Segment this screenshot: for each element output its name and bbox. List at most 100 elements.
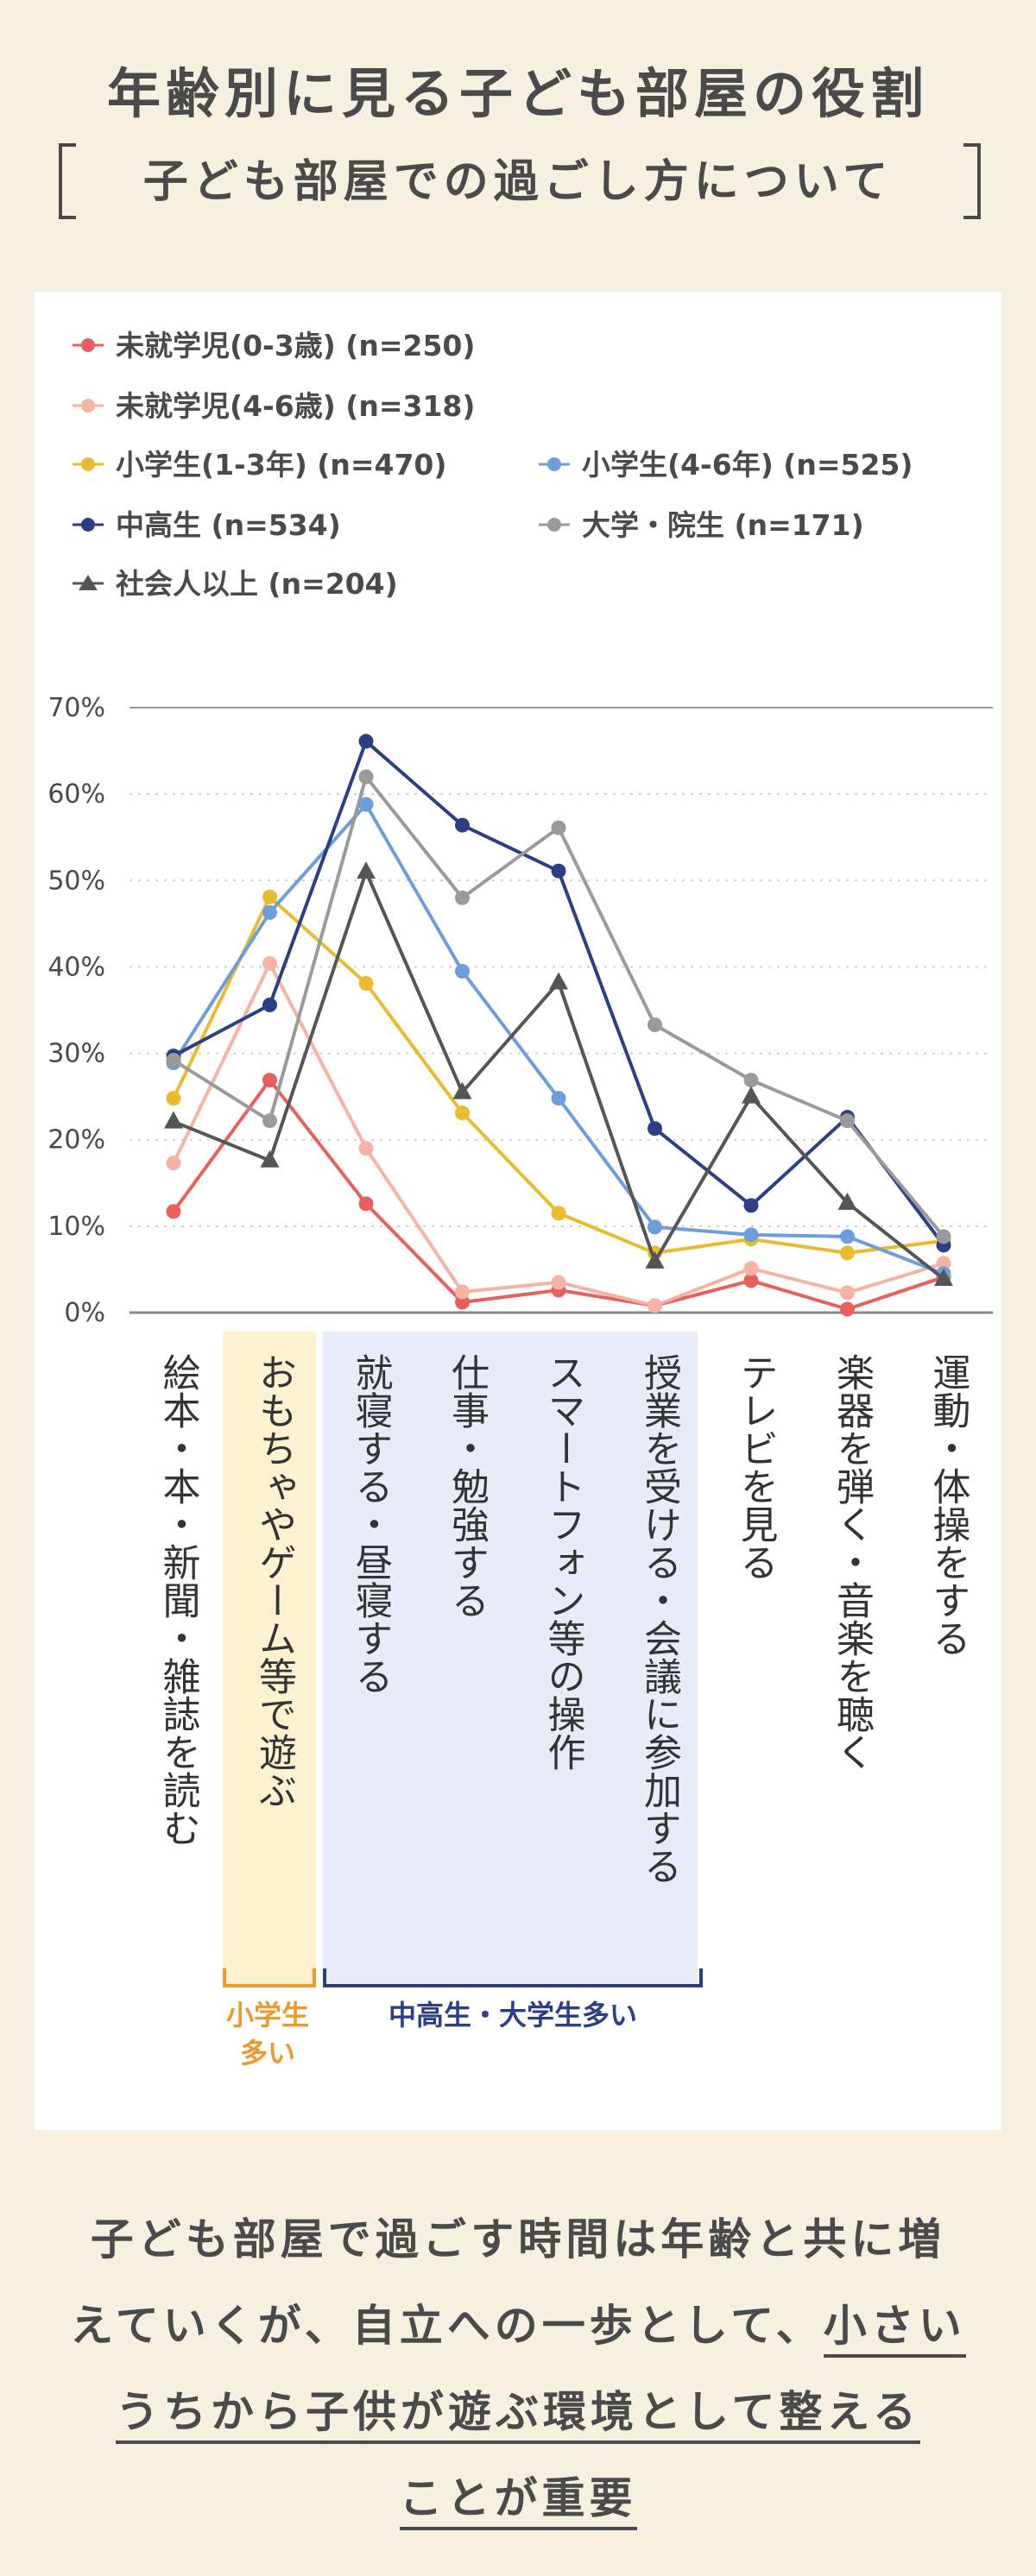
data-point-4-4 [551,863,566,879]
data-point-2-4 [551,1206,566,1221]
legend-dot-icon-0 [81,338,95,352]
data-point-1-1 [262,955,277,971]
y-tick-20%: 20% [47,1125,105,1156]
legend-triangle-icon-6 [79,575,98,590]
data-point-3-1 [262,904,277,920]
y-tick-40%: 40% [47,952,105,982]
conclusion-line-2: えていくが、自立への一歩として、小さい [0,2283,1036,2369]
page-title: 年齢別に見る子ども部屋の役割 [106,62,929,125]
legend-dot-icon-2 [81,457,95,471]
y-tick-50%: 50% [47,866,105,896]
y-tick-0%: 0% [64,1298,105,1328]
data-point-1-8 [936,1256,951,1271]
legend-label-2: 小学生(1-3年) (n=470) [116,448,446,482]
conclusion-line-1: 子ども部屋で過ごす時間は年齢と共に増 [90,2214,946,2264]
data-point-4-1 [262,997,277,1012]
data-point-0-0 [166,1204,181,1219]
data-point-4-5 [648,1121,662,1137]
data-point-4-3 [455,817,470,833]
data-point-5-4 [551,820,566,835]
data-point-3-2 [358,797,374,812]
data-point-5-2 [358,769,374,784]
group-label-secondary-university: 中高生・大学生多い [388,1999,637,2031]
data-point-2-1 [262,889,277,904]
legend-dot-icon-4 [81,518,95,532]
conclusion-underline-2: 整える [779,2387,920,2444]
conclusion-underline-3: ことが重要 [399,2473,637,2530]
conclusion-line-4: ことが重要 [0,2455,1036,2541]
bracket-secondary [323,1968,703,1987]
chart-card: 0% 10% 20% 30% 40% 50% 60% 70% 未就学児(0-3歳) (n=250… [35,292,1001,2130]
data-point-3-3 [455,963,470,979]
legend-label-1: 未就学児(4-6歳) (n=318) [116,389,475,423]
data-point-3-5 [648,1219,662,1235]
data-point-2-3 [455,1105,470,1121]
page-subtitle: 子ども部屋での過ごし方について [142,156,894,208]
data-point-triangle-6-0 [164,1111,183,1129]
y-tick-10%: 10% [47,1212,105,1242]
category-label-5: 授業を受ける・会議に参加する [637,1353,681,1885]
legend-dot-icon-1 [81,399,95,413]
conclusion-line-3a: うちから子供が遊ぶ環境として [116,2387,780,2444]
y-tick-30%: 30% [47,1039,105,1069]
legend-label-3: 小学生(4-6年) (n=525) [582,448,913,482]
category-label-2: 就寝する・昼寝する [349,1353,393,1695]
data-point-0-3 [455,1294,470,1310]
legend-label-5: 大学・院生 (n=171) [582,508,864,542]
legend-dot-icon-5 [547,518,561,532]
conclusion-underline-1: 小さい [823,2301,966,2358]
data-point-triangle-6-6 [742,1086,761,1104]
conclusion-line-3: うちから子供が遊ぶ環境として整える [0,2369,1036,2455]
data-point-5-6 [743,1073,759,1088]
category-label-3: 仕事・勉強する [445,1353,489,1619]
data-point-0-1 [262,1073,277,1088]
data-point-triangle-6-1 [260,1149,280,1168]
series-line-5 [172,775,945,1238]
highlight-band-elementary [223,1332,316,1987]
data-point-1-5 [648,1298,662,1313]
group-label-elementary: 小学生 多い [225,1999,309,2069]
legend-label-6: 社会人以上 (n=204) [116,567,398,601]
data-point-3-6 [743,1227,759,1243]
series-line-4 [173,740,945,1247]
y-tick-60%: 60% [47,779,105,809]
data-point-2-2 [358,975,374,991]
data-point-triangle-6-5 [645,1250,665,1269]
data-point-1-6 [743,1261,759,1276]
data-point-1-3 [455,1284,470,1300]
line-chart: 0% 10% 20% 30% 40% 50% 60% 70% 未就学児(0-3歳) (n=250… [47,329,993,1987]
data-point-triangle-6-7 [837,1192,857,1210]
data-point-5-7 [840,1113,855,1129]
data-point-5-1 [262,1113,277,1129]
data-point-2-0 [166,1091,181,1106]
legend-label-0: 未就学児(0-3歳) (n=250) [116,329,475,362]
data-point-1-0 [166,1156,181,1171]
data-point-3-4 [551,1091,566,1106]
data-point-2-7 [840,1245,855,1261]
data-point-1-4 [551,1275,566,1290]
data-point-5-3 [455,890,470,905]
data-point-1-2 [358,1141,374,1156]
data-point-triangle-6-4 [549,972,568,990]
data-point-triangle-6-8 [934,1268,953,1286]
data-point-4-2 [358,734,374,749]
category-label-1: おもちゃやゲーム等で遊ぶ [252,1353,296,1809]
data-point-triangle-6-2 [357,861,376,879]
category-label-8: 運動・体操をする [926,1353,970,1657]
category-label-4: スマートフォン等の操作 [541,1353,585,1771]
title-bracket-left [59,143,76,219]
title-bracket-right [963,143,981,219]
category-label-7: 楽器を弾く・音楽を聴く [830,1353,874,1771]
data-point-5-0 [166,1053,181,1068]
conclusion-text: 子ども部屋で過ごす時間は年齢と共に増 えていくが、自立への一歩として、小さい う… [0,2196,1036,2541]
bracket-elementary [223,1968,316,1987]
data-point-5-8 [936,1229,951,1244]
data-point-3-7 [840,1229,855,1244]
data-point-5-5 [648,1017,662,1033]
data-point-0-2 [358,1196,374,1212]
data-point-4-6 [743,1198,759,1213]
category-label-6: テレビを見る [734,1353,778,1581]
y-tick-70%: 70% [47,693,105,723]
data-point-0-6 [743,1273,759,1288]
data-point-1-7 [840,1285,855,1301]
